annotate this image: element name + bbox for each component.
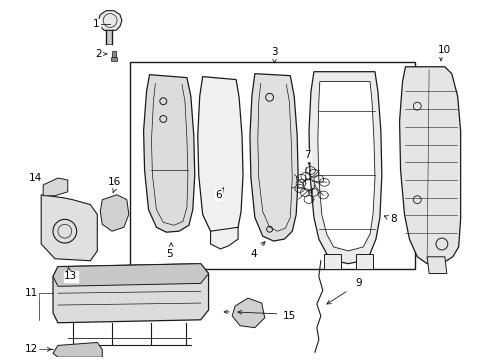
Text: 3: 3 xyxy=(271,47,278,57)
Polygon shape xyxy=(43,178,68,196)
Polygon shape xyxy=(144,75,195,232)
Text: 11: 11 xyxy=(24,288,38,298)
Text: 8: 8 xyxy=(391,215,397,224)
Text: 5: 5 xyxy=(166,249,172,259)
Text: 4: 4 xyxy=(250,249,257,259)
Polygon shape xyxy=(399,67,461,264)
Polygon shape xyxy=(112,51,116,57)
Text: 7: 7 xyxy=(304,150,310,161)
Polygon shape xyxy=(356,254,373,269)
Polygon shape xyxy=(324,254,341,269)
Polygon shape xyxy=(211,227,238,249)
Polygon shape xyxy=(100,195,129,231)
Polygon shape xyxy=(250,74,298,241)
Polygon shape xyxy=(53,264,209,286)
Polygon shape xyxy=(111,57,117,61)
Polygon shape xyxy=(198,77,243,236)
Text: 1: 1 xyxy=(93,19,99,30)
Text: 6: 6 xyxy=(215,190,222,200)
Text: 13: 13 xyxy=(64,271,77,282)
Polygon shape xyxy=(98,11,122,30)
Polygon shape xyxy=(106,30,112,44)
Polygon shape xyxy=(53,264,209,323)
Polygon shape xyxy=(41,195,98,261)
Text: 10: 10 xyxy=(438,45,451,55)
Text: 14: 14 xyxy=(28,173,42,183)
Bar xyxy=(130,62,416,269)
Polygon shape xyxy=(309,72,382,264)
Text: 9: 9 xyxy=(355,278,362,288)
Polygon shape xyxy=(53,342,102,357)
Polygon shape xyxy=(232,298,265,328)
Text: 16: 16 xyxy=(107,177,121,187)
Text: 2: 2 xyxy=(95,49,101,59)
Polygon shape xyxy=(427,257,447,274)
Text: 12: 12 xyxy=(24,345,38,354)
Polygon shape xyxy=(318,82,375,251)
Text: 15: 15 xyxy=(283,311,296,321)
